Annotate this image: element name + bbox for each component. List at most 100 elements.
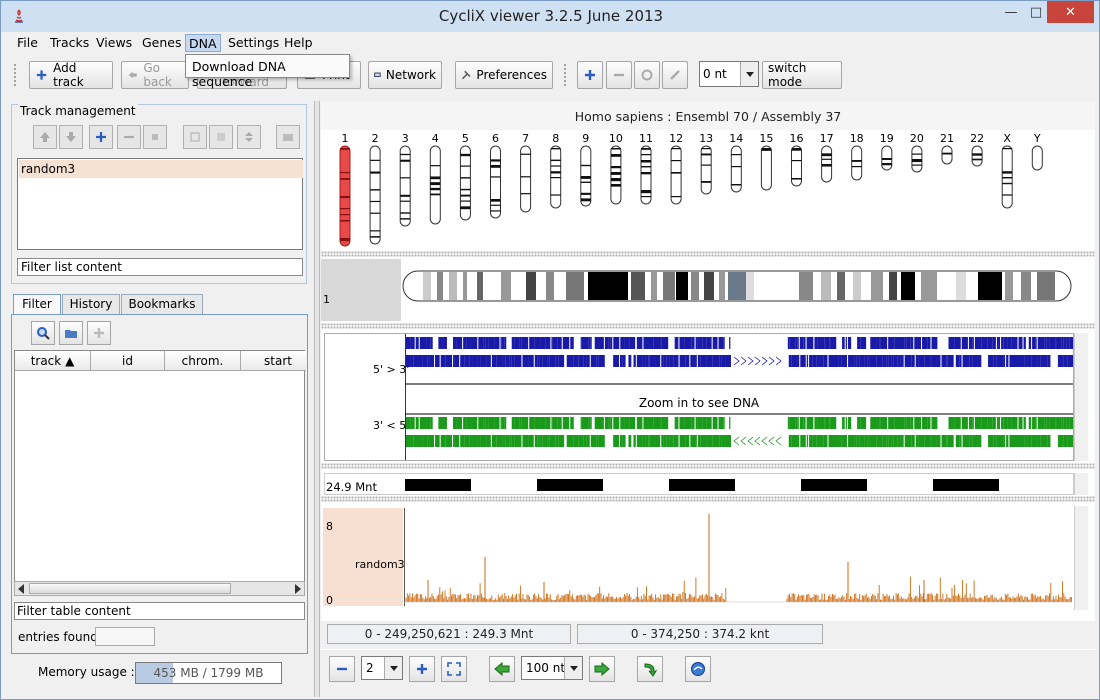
column-header-track[interactable]: track ▲: [15, 351, 91, 371]
chromosome-10[interactable]: [610, 145, 622, 205]
add-track-small-button[interactable]: [89, 125, 113, 149]
track-filter-input[interactable]: Filter list content: [17, 258, 303, 276]
chromosome-22[interactable]: [971, 145, 983, 167]
chromosome-17[interactable]: [821, 145, 833, 183]
chromosome-19[interactable]: [881, 145, 893, 171]
karyotype-view[interactable]: 1 2 3 4 5 6 7 8 9 10 11 12 13 14 15 16 17 18 19 20 21 22 X Y: [321, 130, 1081, 252]
chromosome-X[interactable]: [1001, 145, 1013, 209]
chromosome-9[interactable]: [580, 145, 592, 207]
toolbar-grip-2[interactable]: [563, 63, 568, 87]
list-item[interactable]: random3: [19, 160, 303, 178]
column-header-id[interactable]: id: [91, 351, 165, 371]
chromosome-6[interactable]: [490, 145, 501, 219]
chevron-down-icon[interactable]: [384, 657, 402, 679]
chromosome-5[interactable]: [459, 145, 471, 221]
zoom-out-nav-button[interactable]: [329, 656, 355, 682]
chromosome-band-view[interactable]: 1: [321, 259, 1095, 321]
chevron-down-icon[interactable]: [740, 62, 758, 86]
nt-combobox[interactable]: 0 nt: [699, 61, 759, 87]
search-button[interactable]: [31, 321, 55, 345]
go-back-button[interactable]: Go back: [121, 61, 189, 89]
chromosome-1[interactable]: [339, 145, 351, 247]
vertical-scrollbar[interactable]: [1074, 333, 1088, 461]
menu-settings[interactable]: Settings: [228, 35, 280, 50]
panel-divider[interactable]: [321, 323, 1095, 329]
link-button[interactable]: [662, 61, 688, 89]
chromosome-2[interactable]: [369, 145, 381, 245]
chevron-down-icon[interactable]: [564, 657, 582, 679]
chromosome-21[interactable]: [941, 145, 953, 165]
refresh-button[interactable]: [634, 61, 660, 89]
remove-track-button[interactable]: [117, 125, 141, 149]
chromosome-7[interactable]: [520, 145, 532, 213]
menu-help[interactable]: Help: [284, 35, 313, 50]
switch-mode-button[interactable]: switch mode: [762, 61, 842, 89]
chromosome-15[interactable]: [760, 145, 772, 191]
entries-table[interactable]: track ▲ id chrom. start: [14, 350, 306, 595]
chromosome-16[interactable]: [791, 145, 802, 187]
add-filter-button[interactable]: [87, 321, 111, 345]
add-track-button[interactable]: Add track: [29, 61, 113, 89]
menu-dna[interactable]: DNA: [185, 34, 221, 52]
menu-tracks[interactable]: Tracks: [50, 35, 90, 50]
chromosome-Y[interactable]: [1031, 145, 1043, 171]
zoom-in-button[interactable]: [577, 61, 603, 89]
export-button[interactable]: [276, 125, 300, 149]
scroll-right-icon[interactable]: [294, 584, 302, 594]
panel-divider[interactable]: [321, 496, 1095, 502]
zoom-out-button[interactable]: [606, 61, 632, 89]
menu-genes[interactable]: Genes: [142, 35, 182, 50]
chromosome-20[interactable]: [911, 145, 923, 173]
chromosome-18[interactable]: [851, 145, 863, 181]
table-filter-input[interactable]: Filter table content: [14, 602, 305, 620]
horizontal-scrollbar[interactable]: [14, 581, 305, 596]
chromosome-3[interactable]: [399, 145, 411, 227]
stop-button[interactable]: [143, 125, 167, 149]
split-pane-divider[interactable]: [314, 101, 320, 697]
preferences-button[interactable]: Preferences: [455, 61, 553, 89]
chromosome-14[interactable]: [730, 145, 742, 193]
ideogram[interactable]: [401, 269, 1073, 309]
toolbar-grip[interactable]: [13, 63, 18, 87]
collapse-button[interactable]: [183, 125, 207, 149]
maximize-button[interactable]: □: [1029, 4, 1043, 20]
move-left-button[interactable]: [489, 656, 515, 682]
tab-filter[interactable]: Filter: [13, 294, 61, 316]
move-right-button[interactable]: [589, 656, 615, 682]
expand-button[interactable]: [209, 125, 233, 149]
browser-button[interactable]: [685, 656, 711, 682]
scrollbar-thumb[interactable]: [29, 583, 231, 594]
chromosome-8[interactable]: [550, 145, 562, 209]
dna-strand-view[interactable]: 5' > 3' 3' < 5' Zoom in to see DNA: [324, 333, 1074, 461]
move-up-button[interactable]: [33, 125, 57, 149]
zoom-in-nav-button[interactable]: [409, 656, 435, 682]
tab-bookmarks[interactable]: Bookmarks: [121, 294, 203, 314]
chromosome-11[interactable]: [640, 145, 652, 205]
move-down-button[interactable]: [59, 125, 83, 149]
minimize-button[interactable]: —: [1004, 4, 1018, 20]
vertical-scrollbar[interactable]: [1074, 473, 1088, 495]
zoom-level-combobox[interactable]: 2: [361, 656, 403, 680]
sort-button[interactable]: [237, 125, 261, 149]
step-combobox[interactable]: 100 nt: [521, 656, 583, 680]
jump-button[interactable]: [637, 656, 663, 682]
coverage-track[interactable]: 8 random3 0: [321, 506, 1074, 610]
tab-history[interactable]: History: [62, 294, 120, 314]
panel-divider[interactable]: [321, 463, 1095, 469]
close-button[interactable]: ✕: [1047, 1, 1094, 23]
menu-file[interactable]: File: [17, 35, 38, 50]
menu-item-download-dna[interactable]: Download DNA sequence: [192, 59, 286, 89]
track-list[interactable]: random3: [17, 158, 303, 250]
fit-view-button[interactable]: [441, 656, 467, 682]
column-header-start[interactable]: start: [241, 351, 306, 371]
scroll-left-icon[interactable]: [17, 584, 25, 594]
chromosome-13[interactable]: [700, 145, 712, 195]
chromosome-12[interactable]: [670, 145, 682, 205]
open-folder-button[interactable]: [59, 321, 83, 345]
network-button[interactable]: Network: [368, 61, 442, 89]
column-header-chrom[interactable]: chrom.: [165, 351, 241, 371]
panel-divider[interactable]: [321, 251, 1095, 257]
chromosome-4[interactable]: [429, 145, 441, 225]
menu-views[interactable]: Views: [96, 35, 133, 50]
vertical-scrollbar[interactable]: [1074, 506, 1088, 610]
